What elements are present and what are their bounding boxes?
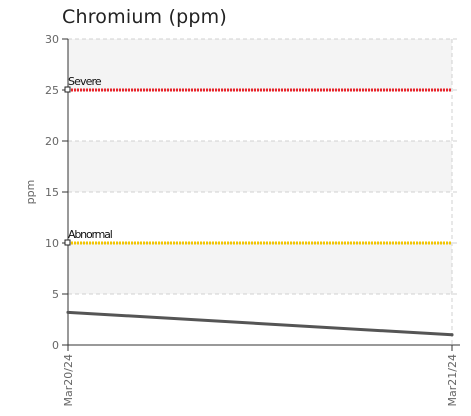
threshold-label: Abnormal: [68, 228, 113, 241]
y-axis-label: ppm: [24, 180, 37, 205]
threshold-marker: [64, 86, 71, 93]
plot-band: [68, 141, 452, 192]
threshold-marker: [64, 239, 71, 246]
x-tick-label: Mar21/24: [446, 354, 459, 406]
plot-band: [68, 243, 452, 294]
x-tick-label: Mar20/24: [62, 354, 75, 406]
series-line: [66, 310, 454, 337]
plot-band: [68, 90, 452, 141]
y-tick-label: 15: [45, 186, 59, 199]
y-tick-label: 0: [52, 339, 59, 352]
plot-band: [68, 192, 452, 243]
plot-band: [68, 294, 452, 345]
data-point: [66, 310, 70, 314]
y-tick-label: 5: [52, 288, 59, 301]
y-tick-label: 30: [45, 33, 59, 46]
data-point: [450, 333, 454, 337]
y-tick-label: 10: [45, 237, 59, 250]
chart-title: Chromium (ppm): [62, 6, 227, 28]
plot-band: [68, 39, 452, 90]
y-tick-label: 25: [45, 84, 59, 97]
threshold-label: Severe: [68, 75, 102, 88]
y-tick-label: 20: [45, 135, 59, 148]
